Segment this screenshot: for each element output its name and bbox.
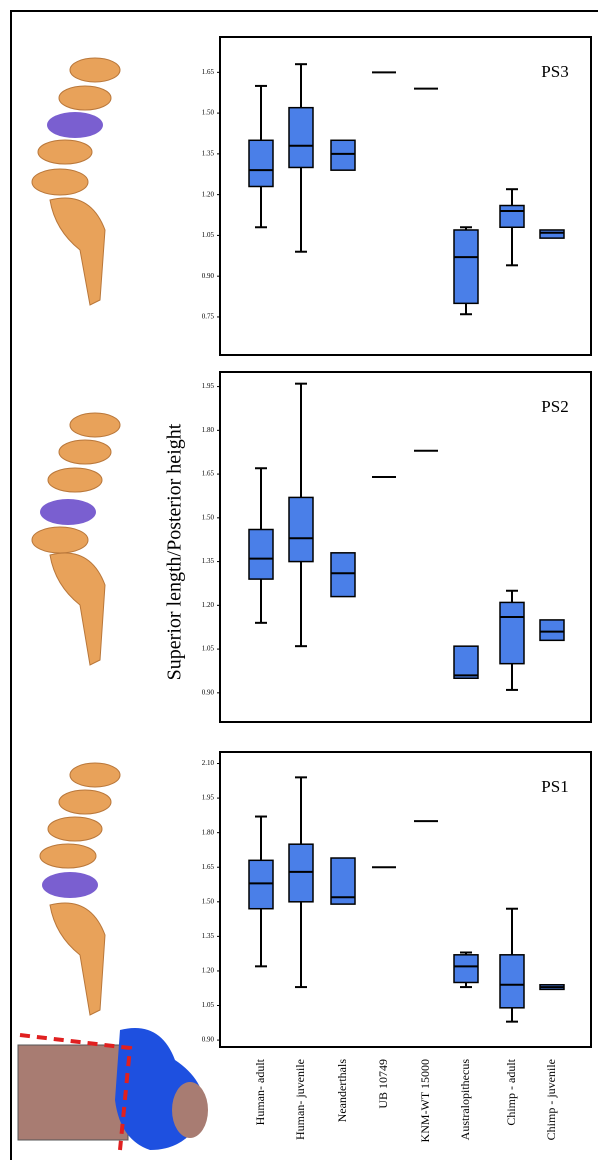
x-tick-label: Human- juvenile bbox=[293, 1059, 307, 1140]
box bbox=[454, 230, 478, 303]
y-tick-label: 1.35 bbox=[202, 557, 215, 565]
x-tick-label: Chimp - adult bbox=[504, 1058, 518, 1125]
y-tick-label: 1.50 bbox=[202, 897, 215, 905]
x-tick-label: Neanderthals bbox=[335, 1059, 349, 1123]
vertebra-section bbox=[18, 1028, 208, 1150]
y-tick-label: 1.95 bbox=[202, 382, 215, 390]
box bbox=[289, 497, 313, 561]
box bbox=[454, 955, 478, 983]
y-tick-label: 1.05 bbox=[202, 645, 215, 653]
x-tick-label: KNM-WT 15000 bbox=[418, 1059, 432, 1142]
y-tick-label: 1.35 bbox=[202, 932, 215, 940]
box bbox=[500, 955, 524, 1008]
y-tick-label: 0.90 bbox=[202, 1036, 215, 1044]
y-tick-label: 1.65 bbox=[202, 470, 215, 478]
panel-title: PS3 bbox=[541, 62, 568, 81]
x-tick-label: Human- adult bbox=[253, 1058, 267, 1125]
x-tick-label: Australopithecus bbox=[458, 1059, 472, 1141]
box bbox=[249, 530, 273, 580]
y-tick-label: 1.50 bbox=[202, 513, 215, 521]
box bbox=[454, 646, 478, 678]
box bbox=[540, 620, 564, 640]
box bbox=[500, 206, 524, 228]
highlight bbox=[47, 112, 103, 138]
x-tick-label: Chimp - juvenile bbox=[544, 1059, 558, 1140]
box bbox=[540, 230, 564, 238]
y-tick-label: 1.65 bbox=[202, 68, 215, 76]
y-tick-label: 1.05 bbox=[202, 1001, 215, 1009]
y-tick-label: 1.05 bbox=[202, 231, 215, 239]
spine-illustration bbox=[32, 413, 120, 665]
y-tick-label: 1.35 bbox=[202, 149, 215, 157]
y-tick-label: 1.65 bbox=[202, 863, 215, 871]
page: 0.75 0.90 1.05 1.20 1.35 1.50 1.65 PS3 0.90 1.05 1… bbox=[0, 0, 598, 1160]
box bbox=[500, 602, 524, 663]
panel bbox=[220, 37, 591, 355]
box bbox=[289, 844, 313, 902]
y-tick-label: 1.95 bbox=[202, 794, 215, 802]
y-tick-label: 1.20 bbox=[202, 967, 215, 975]
figure: 0.75 0.90 1.05 1.20 1.35 1.50 1.65 PS3 0.90 1.05 1… bbox=[0, 0, 598, 1160]
y-tick-label: 1.50 bbox=[202, 109, 215, 117]
panel-title: PS1 bbox=[541, 777, 568, 796]
panel bbox=[220, 752, 591, 1047]
x-tick-label: UB 10749 bbox=[376, 1059, 390, 1109]
highlight bbox=[42, 872, 98, 898]
box bbox=[331, 140, 355, 170]
y-tick-label: 0.75 bbox=[202, 313, 215, 321]
box bbox=[289, 108, 313, 168]
y-tick-label: 1.80 bbox=[202, 426, 215, 434]
box bbox=[331, 553, 355, 597]
y-tick-label: 0.90 bbox=[202, 272, 215, 280]
highlight bbox=[40, 499, 96, 525]
box bbox=[249, 140, 273, 186]
y-tick-label: 2.10 bbox=[202, 759, 215, 767]
panel bbox=[220, 372, 591, 722]
spine-illustration bbox=[32, 58, 120, 305]
y-tick-label: 1.80 bbox=[202, 828, 215, 836]
y-tick-label: 0.90 bbox=[202, 688, 215, 696]
y-tick-label: 1.20 bbox=[202, 601, 215, 609]
y-axis-label: Superior length/Posterior height bbox=[164, 423, 186, 680]
y-tick-label: 1.20 bbox=[202, 190, 215, 198]
spine-illustration bbox=[40, 763, 120, 1015]
panel-title: PS2 bbox=[541, 397, 568, 416]
box bbox=[249, 860, 273, 908]
